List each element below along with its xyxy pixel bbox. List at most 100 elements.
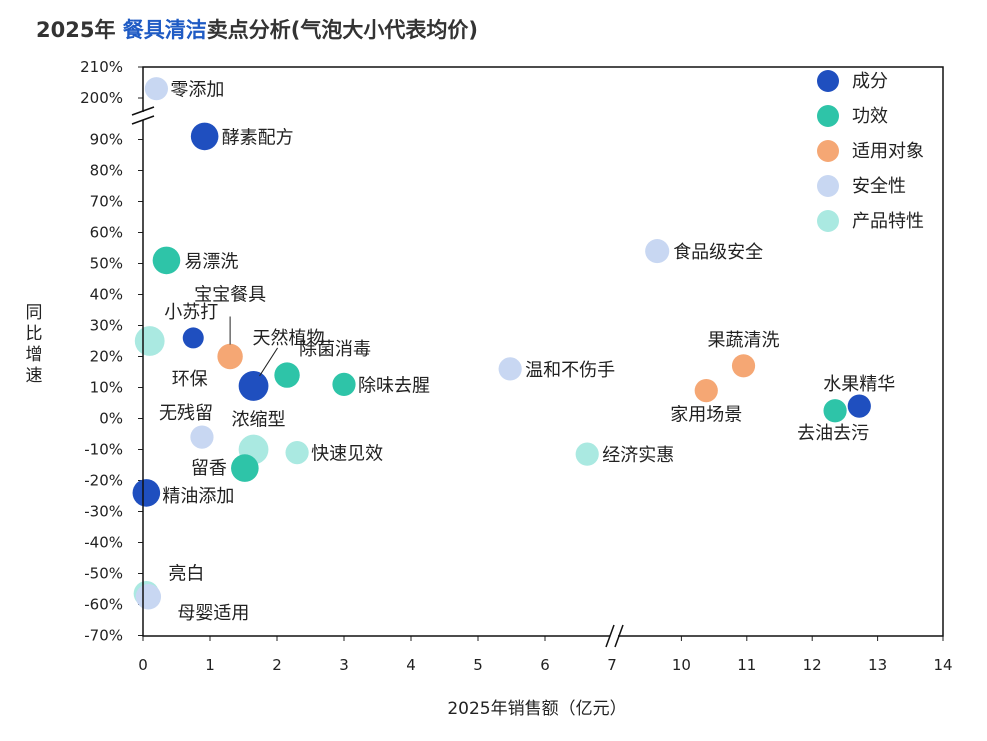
point-label: 除菌消毒 bbox=[299, 339, 371, 360]
y-tick-label: -20% bbox=[84, 472, 123, 490]
title-year: 2025年 bbox=[36, 18, 116, 42]
x-tick-label: 5 bbox=[473, 656, 483, 674]
point-label: 精油添加 bbox=[162, 486, 234, 507]
y-tick-label: 0% bbox=[99, 410, 123, 428]
point-label: 宝宝餐具 bbox=[194, 285, 266, 306]
point-label: 温和不伤手 bbox=[525, 360, 615, 381]
bubble-point bbox=[132, 479, 161, 507]
title-rest: 卖点分析(气泡大小代表均价) bbox=[206, 18, 478, 42]
chart-title: 2025年 餐具清洁卖点分析(气泡大小代表均价) bbox=[36, 14, 478, 44]
y-tick-label: 210% bbox=[80, 58, 123, 76]
bubble-point bbox=[498, 357, 522, 381]
tick-layer: -70% -60% -50% -40% -30% -20% -10% 0% 10% 20% 30% 4… bbox=[26, 58, 953, 719]
y-tick-label: 200% bbox=[80, 89, 123, 107]
x-tick-label: 14 bbox=[933, 656, 952, 674]
y-tick-label: 50% bbox=[90, 255, 123, 273]
x-break-slash bbox=[614, 624, 624, 648]
y-tick-label: -60% bbox=[84, 596, 123, 614]
bubble-point bbox=[190, 122, 219, 151]
bubble-layer bbox=[132, 77, 871, 610]
y-tick-label: 90% bbox=[90, 131, 123, 149]
bubble-point bbox=[144, 77, 168, 101]
legend-label: 功效 bbox=[852, 106, 888, 127]
bubble-point bbox=[238, 371, 269, 401]
point-label: 母婴适用 bbox=[177, 603, 249, 624]
bubble-point bbox=[332, 372, 356, 396]
x-break-gap bbox=[610, 626, 618, 646]
point-label: 留香 bbox=[191, 458, 227, 479]
plot-frame bbox=[142, 66, 944, 637]
y-tick-label: -50% bbox=[84, 565, 123, 583]
y-tick-label: 40% bbox=[90, 286, 123, 304]
point-label: 易漂洗 bbox=[184, 251, 238, 272]
x-tick-label: 3 bbox=[339, 656, 349, 674]
y-tick-label: -10% bbox=[84, 441, 123, 459]
point-label: 果蔬清洗 bbox=[708, 330, 780, 351]
legend-marker bbox=[817, 210, 839, 232]
y-tick-label: 20% bbox=[90, 348, 123, 366]
y-tick-label: 80% bbox=[90, 162, 123, 180]
x-tick-label: 12 bbox=[803, 656, 822, 674]
legend-marker bbox=[817, 175, 839, 197]
title-highlight: 餐具清洁 bbox=[122, 18, 207, 42]
y-tick-label: -40% bbox=[84, 534, 123, 552]
point-label: 水果精华 bbox=[823, 374, 895, 395]
x-break-slash bbox=[605, 624, 615, 648]
y-break-slash bbox=[131, 106, 155, 116]
legend-marker bbox=[817, 105, 839, 127]
bubble-point bbox=[152, 246, 181, 275]
legend-label: 成分 bbox=[852, 71, 888, 92]
x-tick-label: 4 bbox=[406, 656, 416, 674]
point-label: 去油去污 bbox=[797, 423, 869, 444]
x-tick-label: 1 bbox=[205, 656, 215, 674]
point-label: 酵素配方 bbox=[222, 127, 294, 148]
x-tick-label: 10 bbox=[672, 656, 691, 674]
bubble-point bbox=[645, 239, 670, 264]
x-tick-label: 6 bbox=[540, 656, 550, 674]
bubble-point bbox=[694, 379, 718, 403]
x-tick-label: 13 bbox=[868, 656, 887, 674]
leader-layer bbox=[229, 316, 278, 377]
point-label: 天然植物 bbox=[253, 328, 325, 349]
y-tick-label: 10% bbox=[90, 379, 123, 397]
bubble-point bbox=[231, 454, 259, 482]
bubble-point bbox=[182, 327, 204, 349]
point-label: 零添加 bbox=[170, 80, 224, 101]
x-tick-label: 11 bbox=[737, 656, 756, 674]
legend-label: 产品特性 bbox=[852, 211, 924, 232]
y-break-slash bbox=[131, 115, 155, 125]
legend-marker bbox=[817, 70, 839, 92]
point-label: 食品级安全 bbox=[673, 242, 763, 263]
point-label: 无残留 bbox=[159, 403, 213, 424]
bubble-point bbox=[285, 441, 309, 465]
y-tick-label: 30% bbox=[90, 317, 123, 335]
legend-marker bbox=[817, 140, 839, 162]
x-tick-label: 2 bbox=[272, 656, 282, 674]
point-label: 浓缩型 bbox=[232, 410, 286, 431]
bubble-point bbox=[134, 326, 165, 356]
y-tick-label: -70% bbox=[84, 627, 123, 645]
x-axis-label: 2025年销售额（亿元） bbox=[447, 699, 626, 719]
point-label: 快速见效 bbox=[311, 444, 383, 465]
bubble-point bbox=[274, 362, 300, 388]
point-label: 小苏打 bbox=[164, 302, 218, 323]
point-label: 环保 bbox=[172, 369, 208, 390]
y-break-gap bbox=[133, 112, 153, 120]
bubble-point bbox=[575, 442, 599, 466]
point-label: 除味去腥 bbox=[358, 375, 430, 396]
y-tick-label: -30% bbox=[84, 503, 123, 521]
bubble-point bbox=[731, 354, 756, 378]
bubble-point bbox=[217, 343, 243, 370]
leader-line bbox=[259, 347, 278, 377]
x-tick-label: 0 bbox=[138, 656, 148, 674]
point-label: 家用场景 bbox=[670, 405, 742, 426]
y-tick-label: 60% bbox=[90, 224, 123, 242]
axes-layer bbox=[131, 66, 944, 648]
bubble-point bbox=[847, 394, 871, 418]
legend-label: 安全性 bbox=[852, 176, 906, 197]
bubble-point bbox=[135, 584, 162, 610]
bubble-point bbox=[190, 425, 214, 449]
